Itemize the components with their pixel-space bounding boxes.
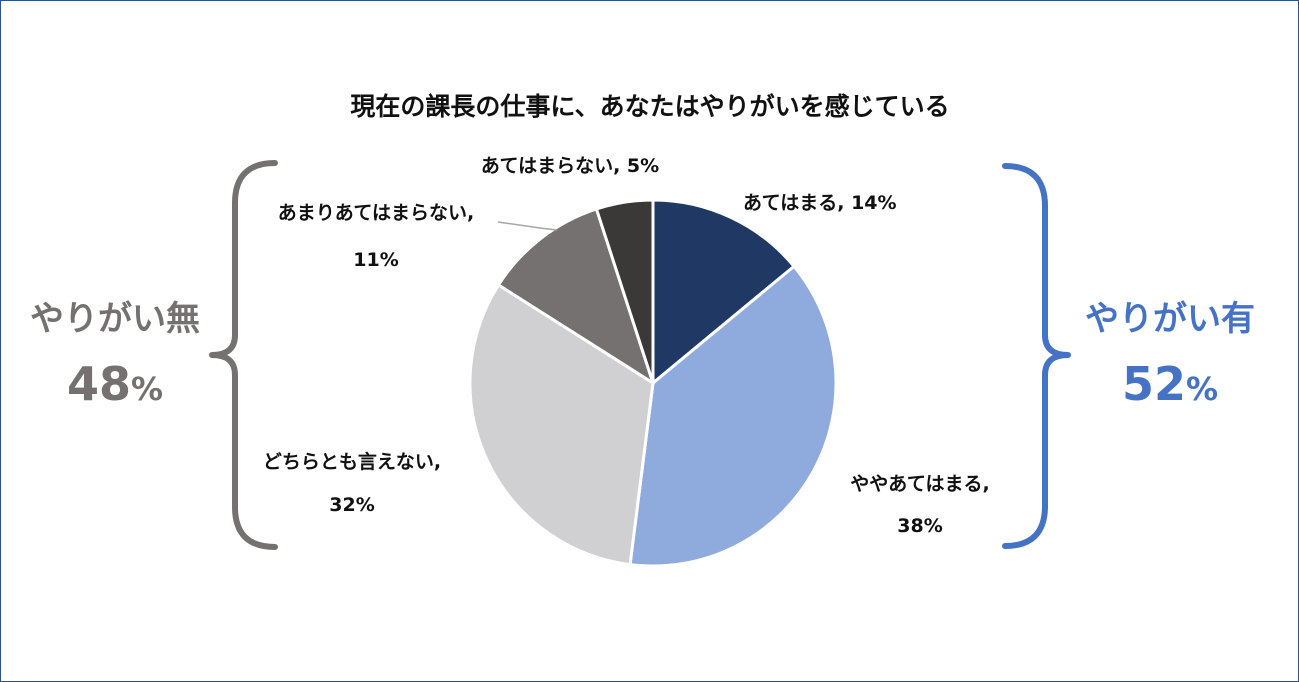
pie-slices bbox=[468, 198, 838, 568]
group-value-unit: % bbox=[1186, 370, 1218, 408]
chart-title: 現在の課長の仕事に、あなたはやりがいを感じている bbox=[350, 92, 949, 121]
right-bracket bbox=[1002, 163, 1071, 549]
slice-label-atehamaru: あてはまる, 14% bbox=[743, 192, 897, 214]
pie-slice-3 bbox=[496, 207, 655, 385]
group-label-no-motivation: やりがい無 bbox=[30, 299, 200, 339]
group-value-motivation: 52% bbox=[1122, 357, 1218, 411]
leader-line bbox=[497, 221, 558, 231]
slice-label-amari: あまりあてはまらない, bbox=[278, 202, 474, 224]
pie-slice-0 bbox=[651, 198, 796, 385]
slice-label-dochiratomo-pct: 32% bbox=[329, 494, 374, 516]
pie-slice-1 bbox=[628, 264, 838, 568]
left-bracket bbox=[209, 160, 278, 550]
slice-label-amari-pct: 11% bbox=[353, 249, 398, 271]
group-value-unit: % bbox=[131, 370, 163, 408]
group-label-motivation: やりがい有 bbox=[1085, 299, 1255, 339]
group-value-number: 48 bbox=[67, 357, 131, 411]
slice-label-dochiratomo: どちらとも言えない, bbox=[263, 450, 441, 473]
pie-slice-4 bbox=[594, 198, 655, 385]
group-value-number: 52 bbox=[1122, 357, 1186, 411]
slice-label-yaya-atehamaru-pct: 38% bbox=[897, 515, 942, 537]
slice-label-atehamaranai: あてはまらない, 5% bbox=[481, 155, 659, 177]
slice-label-yaya-atehamaru: ややあてはまる, bbox=[850, 473, 989, 495]
group-value-no-motivation: 48% bbox=[67, 357, 163, 411]
